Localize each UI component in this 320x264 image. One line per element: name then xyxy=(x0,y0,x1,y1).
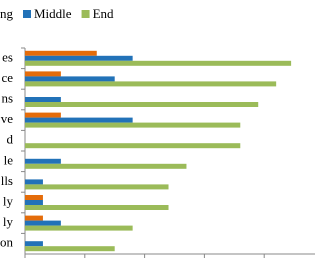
bar xyxy=(25,179,43,185)
bar xyxy=(25,102,259,107)
bar xyxy=(25,71,61,77)
y-tick-label: ns xyxy=(1,90,13,105)
bar xyxy=(25,184,169,190)
bar xyxy=(25,241,43,247)
legend-label: Middle xyxy=(34,6,72,21)
y-tick-label: le xyxy=(4,152,14,167)
bar xyxy=(25,112,61,118)
bar xyxy=(25,225,133,231)
y-tick-label: ce xyxy=(1,70,13,85)
bar xyxy=(25,50,97,56)
bar xyxy=(25,143,241,149)
bar xyxy=(25,117,133,123)
bar xyxy=(25,200,43,205)
legend-swatch xyxy=(81,10,90,18)
y-tick-label: ly xyxy=(3,193,14,208)
y-tick-label: d xyxy=(7,132,14,147)
bar xyxy=(25,55,133,61)
y-tick-label: es xyxy=(2,49,13,64)
legend-label: End xyxy=(93,6,114,21)
legend-swatch xyxy=(23,10,31,18)
bar xyxy=(25,122,241,128)
y-tick-label: on xyxy=(0,235,14,250)
y-tick-label: lls xyxy=(1,173,13,188)
bar xyxy=(25,97,61,102)
bar xyxy=(25,81,277,87)
bar xyxy=(25,163,187,169)
legend-label: ng xyxy=(0,6,14,21)
y-tick-label: ly xyxy=(3,214,14,229)
y-tick-label: ve xyxy=(1,111,14,126)
bar xyxy=(25,246,115,252)
bar xyxy=(25,158,61,164)
bar xyxy=(25,195,43,200)
bar xyxy=(25,215,43,221)
bar xyxy=(25,205,169,210)
bar xyxy=(25,60,292,66)
bar xyxy=(25,76,115,82)
bar xyxy=(25,220,61,226)
